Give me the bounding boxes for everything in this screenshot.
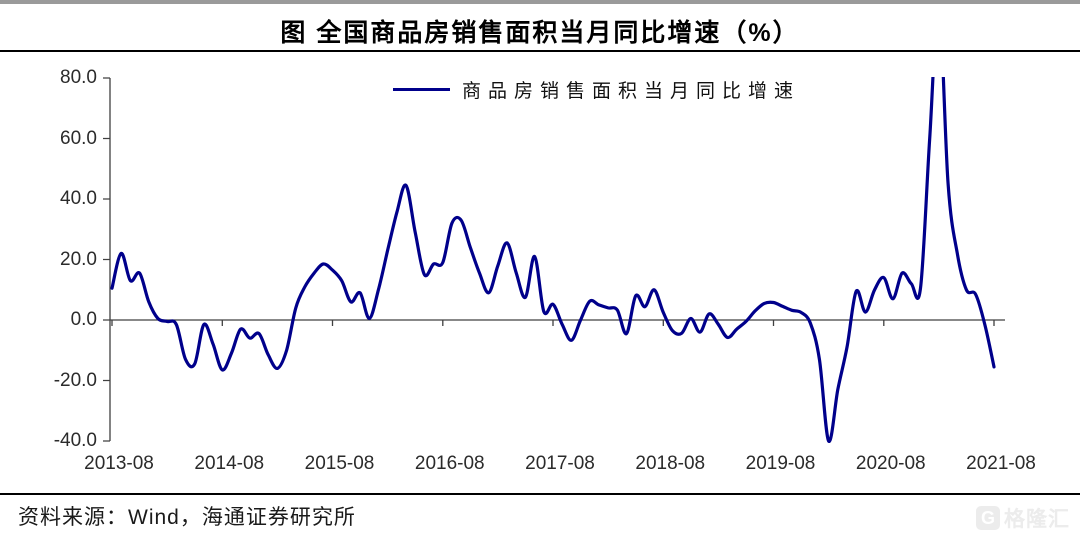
footer-separator-rule <box>0 493 1080 495</box>
page-title: 图 全国商品房销售面积当月同比增速（%） <box>280 19 800 47</box>
chart-legend: 商品房销售面积当月同比增速 <box>393 76 800 102</box>
legend-series-label: 商品房销售面积当月同比增速 <box>462 80 801 102</box>
source-note: 资料来源：Wind，海通证券研究所 <box>18 506 356 529</box>
y-axis-tick-label: 0.0 <box>70 309 97 330</box>
watermark-text: 格隆汇 <box>1004 508 1070 531</box>
y-axis-tick-label: -40.0 <box>53 430 97 451</box>
y-axis-tick-label: 60.0 <box>60 127 97 149</box>
axis-lines <box>103 77 1005 442</box>
title-separator-rule <box>0 50 1080 52</box>
x-axis-tick-label: 2014-08 <box>194 453 265 474</box>
y-axis-tick-label: 40.0 <box>60 188 97 209</box>
axes <box>103 77 1005 442</box>
x-axis-tick-label: 2015-08 <box>304 453 375 474</box>
x-axis-tick-label: 2021-08 <box>966 453 1036 474</box>
x-axis-tick-label: 2018-08 <box>635 453 706 474</box>
x-axis-tick-label: 2013-08 <box>84 453 154 474</box>
x-axis-tick-label: 2020-08 <box>855 453 926 474</box>
gelonghui-logo-icon: G <box>976 506 1000 530</box>
x-axis-tick-label: 2017-08 <box>525 453 595 474</box>
watermark: G 格隆汇 <box>976 503 1070 533</box>
top-border-rule <box>0 0 1080 4</box>
y-axis-tick-label: -20.0 <box>53 369 97 391</box>
y-axis-tick-label: 20.0 <box>60 248 97 270</box>
legend-line-swatch-icon <box>393 87 450 91</box>
y-axis-tick-label: 80.0 <box>60 67 97 88</box>
x-axis-tick-label: 2019-08 <box>745 453 816 474</box>
data-line-series <box>110 77 996 443</box>
x-axis-tick-label: 2016-08 <box>414 453 485 474</box>
